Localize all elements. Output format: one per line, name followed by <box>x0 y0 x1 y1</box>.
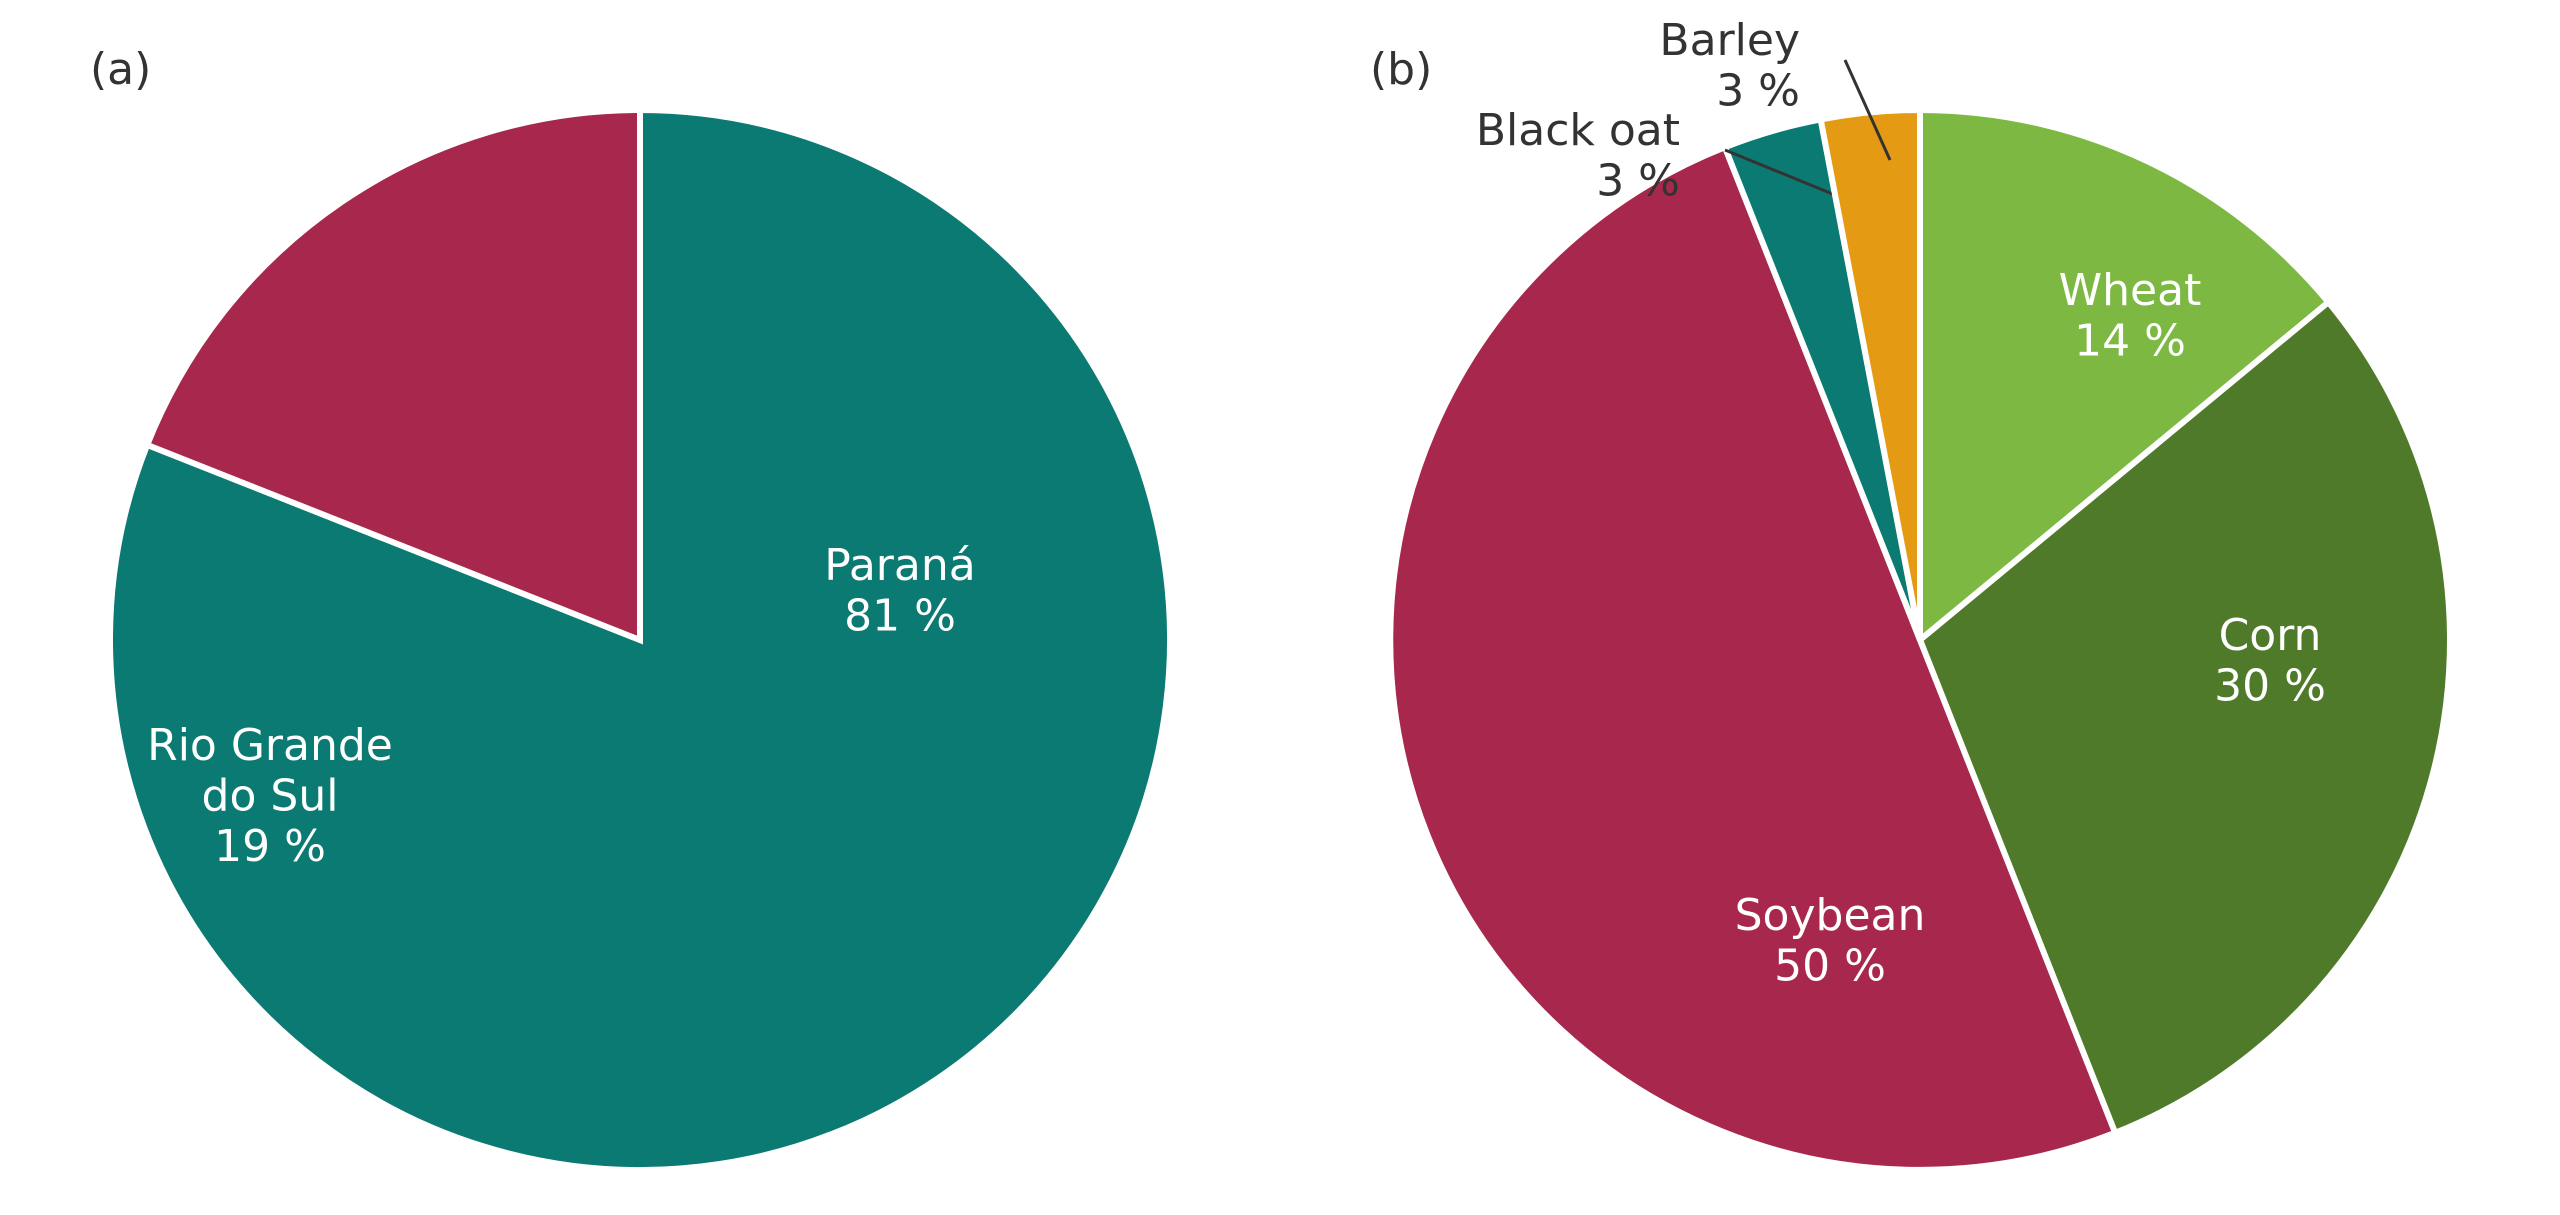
figure-stage: (a)Paraná81 %Rio Grandedo Sul19 %(b)Whea… <box>0 0 2560 1215</box>
panel-a: (a)Paraná81 %Rio Grandedo Sul19 % <box>90 44 1170 1170</box>
panel-b: (b)Wheat14 %Corn30 %Soybean50 %Black oat… <box>1370 15 2450 1170</box>
panel-label-b: (b) <box>1370 44 1432 95</box>
slice-label-wheat: Wheat14 % <box>2059 265 2202 367</box>
callout-label-barley: Barley3 % <box>1659 15 1800 117</box>
panel-label-a: (a) <box>90 44 151 95</box>
callout-label-black-oat: Black oat3 % <box>1476 105 1680 207</box>
pie-charts-svg: (a)Paraná81 %Rio Grandedo Sul19 %(b)Whea… <box>0 0 2560 1215</box>
slice-label-corn: Corn30 % <box>2214 610 2326 712</box>
slice-label-paraná: Paraná81 % <box>824 540 975 642</box>
